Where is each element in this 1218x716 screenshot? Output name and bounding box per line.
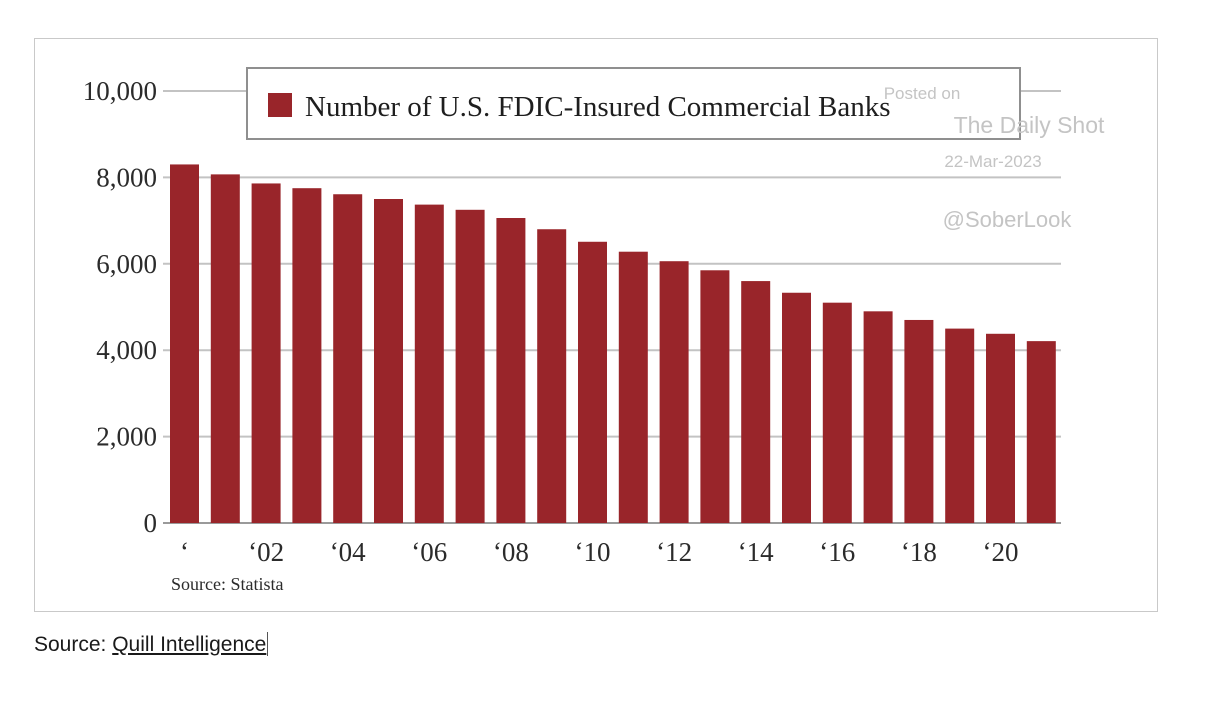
x-tick-label: ‘20 [983,537,1019,567]
watermark-date: 22-Mar-2023 [944,152,1041,171]
bar-2009 [537,229,567,524]
watermark-publisher: The Daily Shot [954,112,1105,138]
bar-2006 [414,204,444,523]
image-caption: Source: Quill Intelligence [34,632,269,657]
bar-2019 [945,328,975,523]
legend-label: Number of U.S. FDIC-Insured Commercial B… [305,91,891,123]
x-tick-label: ‘ [180,537,189,567]
bar-2014 [741,281,771,523]
bar-2004 [333,194,363,524]
y-axis-ticks: 0 2,000 4,000 6,000 8,000 10,000 [83,76,157,538]
bar-2003 [292,188,322,523]
legend-swatch [268,93,292,117]
x-tick-label: ‘14 [738,537,774,567]
bar-2005 [374,199,403,523]
bar-2001 [210,174,240,523]
bar-2008 [496,218,526,523]
x-tick-label: ‘06 [411,537,447,567]
bars [170,164,1056,524]
chart-source-note: Source: Statista [171,574,283,594]
watermark-posted-on: Posted on [884,84,961,103]
bar-2020 [986,333,1015,523]
bar-2010 [578,241,607,523]
chart-frame: 0 2,000 4,000 6,000 8,000 10,000 ‘ ‘02 ‘04 ‘06 ‘0… [34,38,1158,612]
x-tick-label: ‘18 [901,537,937,567]
bar-chart: 0 2,000 4,000 6,000 8,000 10,000 ‘ ‘02 ‘04 ‘06 ‘0… [83,67,1105,594]
y-tick-label: 6,000 [96,249,157,279]
bar-2000 [170,164,199,523]
bar-2007 [455,209,485,524]
y-tick-label: 4,000 [96,335,157,365]
text-cursor [267,632,269,656]
x-tick-label: ‘16 [819,537,855,567]
x-tick-label: ‘04 [330,537,366,567]
bar-2021 [1026,341,1056,523]
watermark-handle: @SoberLook [943,207,1073,232]
caption-prefix: Source: [34,633,113,656]
x-tick-label: ‘10 [575,537,611,567]
bar-2017 [863,311,893,523]
bar-2011 [618,251,648,524]
legend-box: Number of U.S. FDIC-Insured Commercial B… [246,67,1021,140]
x-tick-label: ‘02 [248,537,284,567]
bar-2013 [700,270,730,523]
bar-2018 [904,319,934,523]
bar-2012 [659,261,689,523]
x-tick-label: ‘08 [493,537,529,567]
bar-2002 [251,183,281,523]
source-link[interactable]: Quill Intelligence [112,633,267,656]
y-tick-label: 0 [144,508,158,538]
y-tick-label: 8,000 [96,162,157,192]
y-tick-label: 2,000 [96,422,157,452]
watermark: Posted on The Daily Shot 22-Mar-2023 @So… [884,84,1105,232]
y-tick-label: 10,000 [83,76,157,106]
bar-2015 [782,292,811,523]
x-axis-ticks: ‘ ‘02 ‘04 ‘06 ‘08 ‘10 ‘12 ‘14 ‘16 ‘18 ‘20 [180,537,1019,567]
bar-2016 [822,302,852,523]
x-tick-label: ‘12 [656,537,692,567]
